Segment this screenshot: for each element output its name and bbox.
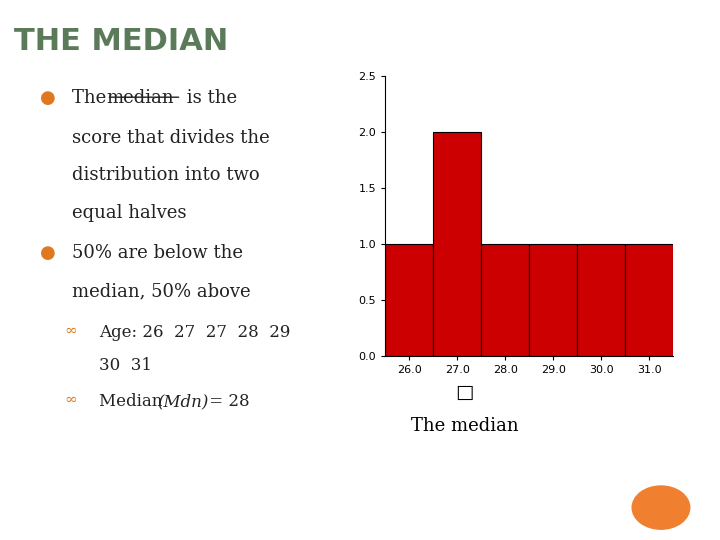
Text: median, 50% above: median, 50% above xyxy=(72,282,251,300)
Bar xyxy=(385,244,433,356)
Text: THE MEDIAN: THE MEDIAN xyxy=(14,27,229,56)
Bar xyxy=(577,244,625,356)
Bar xyxy=(481,244,529,356)
Bar xyxy=(529,244,577,356)
Text: score that divides the: score that divides the xyxy=(72,129,270,146)
Text: median: median xyxy=(107,89,174,107)
Text: ●: ● xyxy=(40,244,55,262)
Text: Age: 26  27  27  28  29: Age: 26 27 27 28 29 xyxy=(99,324,291,341)
Text: equal halves: equal halves xyxy=(72,204,186,222)
Text: ●: ● xyxy=(40,89,55,107)
Bar xyxy=(433,132,481,356)
Text: ∞: ∞ xyxy=(65,393,78,407)
Text: 24: 24 xyxy=(649,491,672,510)
Text: ∞: ∞ xyxy=(65,324,78,338)
Text: 50% are below the: 50% are below the xyxy=(72,244,243,262)
Text: (Mdn): (Mdn) xyxy=(157,393,208,410)
Text: is the: is the xyxy=(181,89,238,107)
Text: □: □ xyxy=(455,383,474,402)
Text: = 28: = 28 xyxy=(204,393,249,410)
Text: The: The xyxy=(72,89,112,107)
Text: 30  31: 30 31 xyxy=(99,357,153,374)
Text: The median: The median xyxy=(410,417,518,435)
Text: distribution into two: distribution into two xyxy=(72,166,260,184)
Text: Median: Median xyxy=(99,393,168,410)
Bar xyxy=(625,244,673,356)
